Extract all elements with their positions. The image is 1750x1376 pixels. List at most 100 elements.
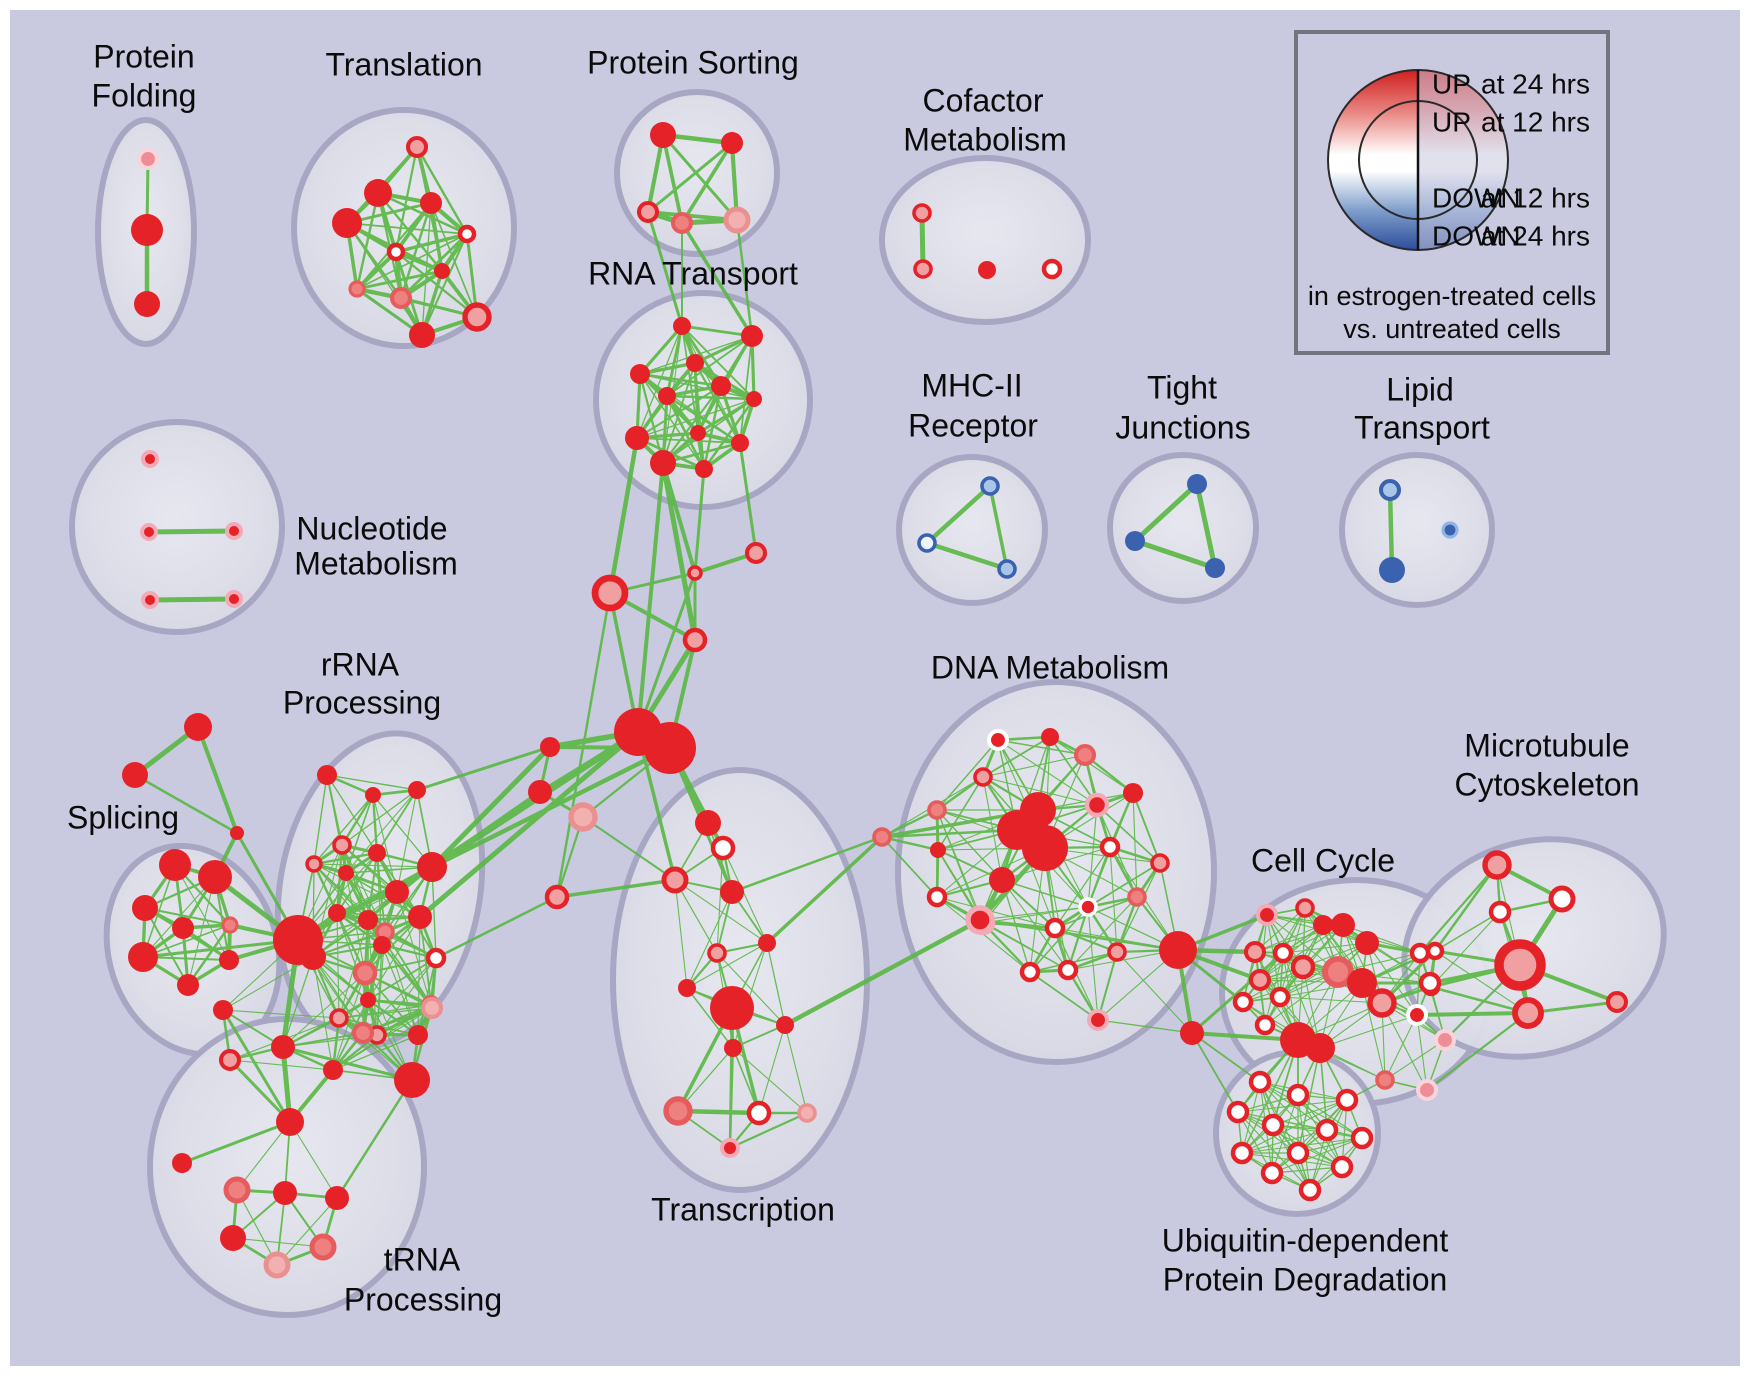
gene-node [720,1138,740,1158]
interaction-edge [434,895,559,960]
interaction-edge [782,917,983,1028]
cluster-label: DNA Metabolism [931,649,1169,685]
interaction-edge [312,916,421,958]
gene-node [405,135,429,159]
interaction-edge [1309,1099,1348,1191]
gene-node [695,810,721,836]
interaction-edge [665,394,756,401]
gene-node [1335,1088,1359,1112]
gene-node [360,992,376,1008]
interaction-edge [693,467,706,575]
gene-node [711,376,731,396]
gene-node [917,533,937,553]
gene-node [177,974,199,996]
gene-node [1248,968,1272,992]
interaction-edge [312,851,379,866]
gene-node [1415,1078,1439,1102]
cluster-mhc2-ellipse [896,454,1048,606]
interaction-edge [979,919,1069,971]
interaction-edge [326,774,418,791]
interaction-edge [988,484,1009,571]
gene-node [872,827,892,847]
interaction-edge [979,906,1089,921]
cluster-nucleotide-ellipse [69,419,285,635]
gene-node [797,1103,817,1123]
interaction-edge [372,794,433,868]
legend-fade-overlay [1418,70,1508,250]
gene-node [365,787,381,803]
interaction-edge [936,896,1056,929]
interaction-edge [340,793,375,847]
gene-node [305,855,323,873]
gene-node [1057,959,1079,981]
gene-node [690,425,706,441]
interaction-edge [1132,792,1161,864]
gene-node [1322,956,1354,988]
gene-node [997,559,1017,579]
gene-node [1044,917,1066,939]
gene-node [329,1008,349,1028]
gene-node [338,865,354,881]
interaction-edge [636,571,697,734]
interaction-edge [661,133,739,222]
gene-node [1367,988,1397,1018]
interaction-edge [1132,481,1200,544]
interaction-edge [582,816,676,881]
interaction-edge [982,776,1098,806]
interaction-edge [661,441,742,465]
gene-node [1226,1100,1250,1124]
gene-node [1330,1155,1354,1179]
legend-time-label: at 12 hrs [1481,182,1590,213]
interaction-edge [415,745,552,792]
interaction-edge [1254,907,1306,953]
interaction-edge [765,835,884,945]
interaction-edge [221,1008,292,1124]
legend-direction-label: UP [1432,106,1471,137]
gene-node [710,986,754,1030]
interaction-edge [229,1059,334,1071]
cluster-label: rRNA [321,646,400,682]
interaction-edge [982,736,1051,778]
gene-node [1159,931,1197,969]
gene-node [1150,853,1170,873]
gene-node [417,852,447,882]
gene-node [682,627,708,653]
interaction-edge [1271,1099,1348,1174]
interaction-edge [364,972,433,1009]
interaction-edge [376,944,383,1036]
gene-node [1205,558,1225,578]
interaction-edge [686,942,768,989]
interaction-edge [336,852,378,914]
interaction-edge [674,879,688,989]
gene-node [1286,1141,1310,1165]
interaction-edge [728,1046,735,1150]
gene-node [1331,913,1355,937]
legend-direction-label: DOWN [1432,182,1521,213]
gene-node [132,895,158,921]
gene-node [1255,903,1279,927]
gene-node [184,713,212,741]
legend-direction-label: DOWN [1432,220,1521,251]
interaction-edge [1387,487,1395,573]
gene-node [409,322,435,348]
gene-node [1078,897,1098,917]
gene-node [218,1048,242,1072]
gene-node [263,1251,291,1279]
interaction-edge [1049,736,1098,806]
interaction-edge [396,789,418,893]
interaction-edge [1271,1137,1363,1174]
gene-nodes [122,122,1629,1279]
interaction-edge [326,774,378,854]
gene-node [1315,1118,1339,1142]
cluster-label: Cofactor [923,82,1044,118]
cluster-label: Processing [283,684,441,720]
gene-node [172,917,194,939]
gene-node [122,762,148,788]
gene-node [721,132,743,154]
interaction-edge [607,435,640,596]
interaction-edge [636,398,755,439]
cluster-label: Junctions [1115,409,1250,445]
